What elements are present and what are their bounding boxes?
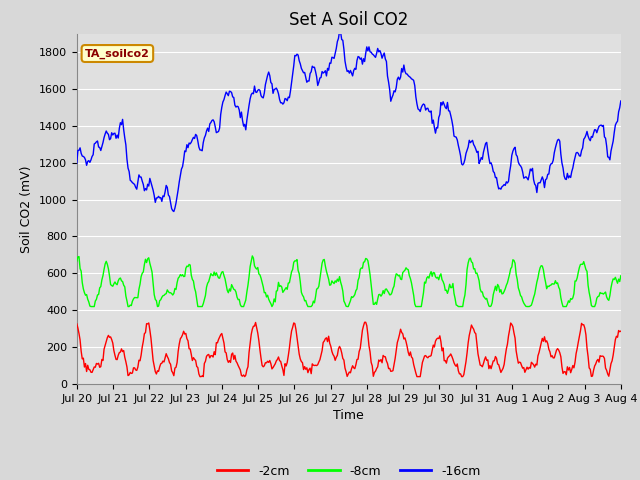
Text: TA_soilco2: TA_soilco2 [85,48,150,59]
Legend: -2cm, -8cm, -16cm: -2cm, -8cm, -16cm [212,460,486,480]
Title: Set A Soil CO2: Set A Soil CO2 [289,11,408,29]
Y-axis label: Soil CO2 (mV): Soil CO2 (mV) [20,165,33,252]
X-axis label: Time: Time [333,409,364,422]
